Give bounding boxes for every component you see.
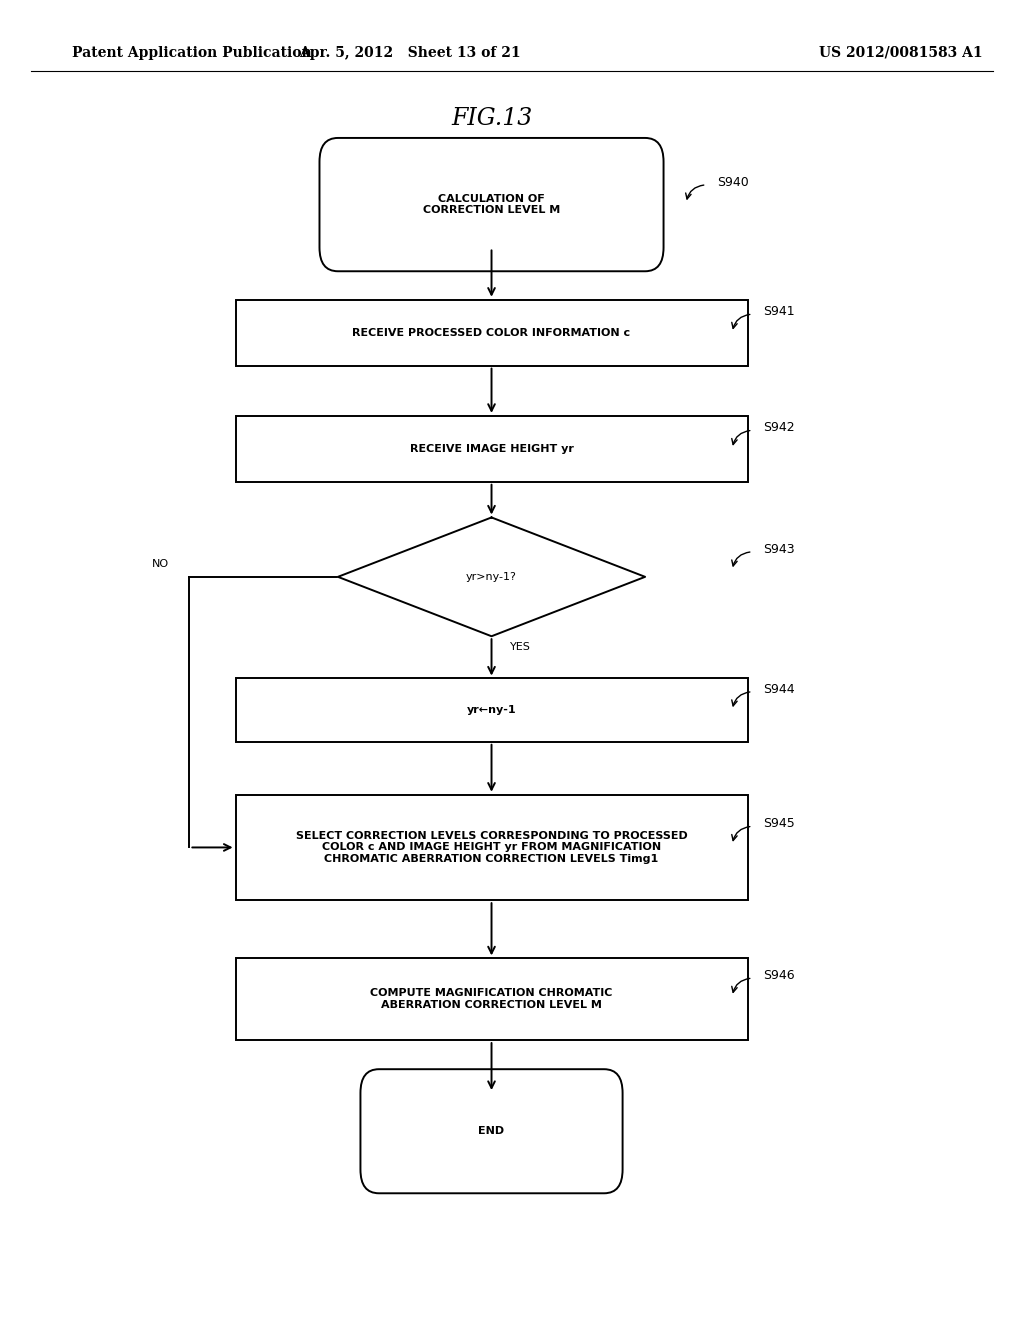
Bar bbox=[236, 416, 748, 482]
Text: S942: S942 bbox=[763, 421, 795, 434]
Text: S943: S943 bbox=[763, 543, 795, 556]
Text: Apr. 5, 2012   Sheet 13 of 21: Apr. 5, 2012 Sheet 13 of 21 bbox=[299, 46, 520, 59]
Bar bbox=[236, 678, 748, 742]
Polygon shape bbox=[338, 517, 645, 636]
Text: SELECT CORRECTION LEVELS CORRESPONDING TO PROCESSED
COLOR c AND IMAGE HEIGHT yr : SELECT CORRECTION LEVELS CORRESPONDING T… bbox=[296, 830, 687, 865]
FancyBboxPatch shape bbox=[319, 139, 664, 272]
Text: S941: S941 bbox=[763, 305, 795, 318]
Text: COMPUTE MAGNIFICATION CHROMATIC
ABERRATION CORRECTION LEVEL M: COMPUTE MAGNIFICATION CHROMATIC ABERRATI… bbox=[371, 989, 612, 1010]
Text: S945: S945 bbox=[763, 817, 795, 830]
Text: END: END bbox=[478, 1126, 505, 1137]
Text: S940: S940 bbox=[717, 176, 749, 189]
Text: yr←ny-1: yr←ny-1 bbox=[467, 705, 516, 715]
Bar bbox=[236, 958, 748, 1040]
Bar bbox=[236, 300, 748, 366]
Text: S946: S946 bbox=[763, 969, 795, 982]
Text: Patent Application Publication: Patent Application Publication bbox=[72, 46, 311, 59]
Text: YES: YES bbox=[510, 642, 530, 652]
Text: CALCULATION OF
CORRECTION LEVEL M: CALCULATION OF CORRECTION LEVEL M bbox=[423, 194, 560, 215]
Text: yr>ny-1?: yr>ny-1? bbox=[466, 572, 517, 582]
Text: RECEIVE PROCESSED COLOR INFORMATION c: RECEIVE PROCESSED COLOR INFORMATION c bbox=[352, 327, 631, 338]
Text: S944: S944 bbox=[763, 682, 795, 696]
Text: US 2012/0081583 A1: US 2012/0081583 A1 bbox=[819, 46, 983, 59]
Bar bbox=[236, 795, 748, 900]
FancyBboxPatch shape bbox=[360, 1069, 623, 1193]
Text: RECEIVE IMAGE HEIGHT yr: RECEIVE IMAGE HEIGHT yr bbox=[410, 444, 573, 454]
Text: FIG.13: FIG.13 bbox=[451, 107, 532, 131]
Text: NO: NO bbox=[152, 558, 169, 569]
